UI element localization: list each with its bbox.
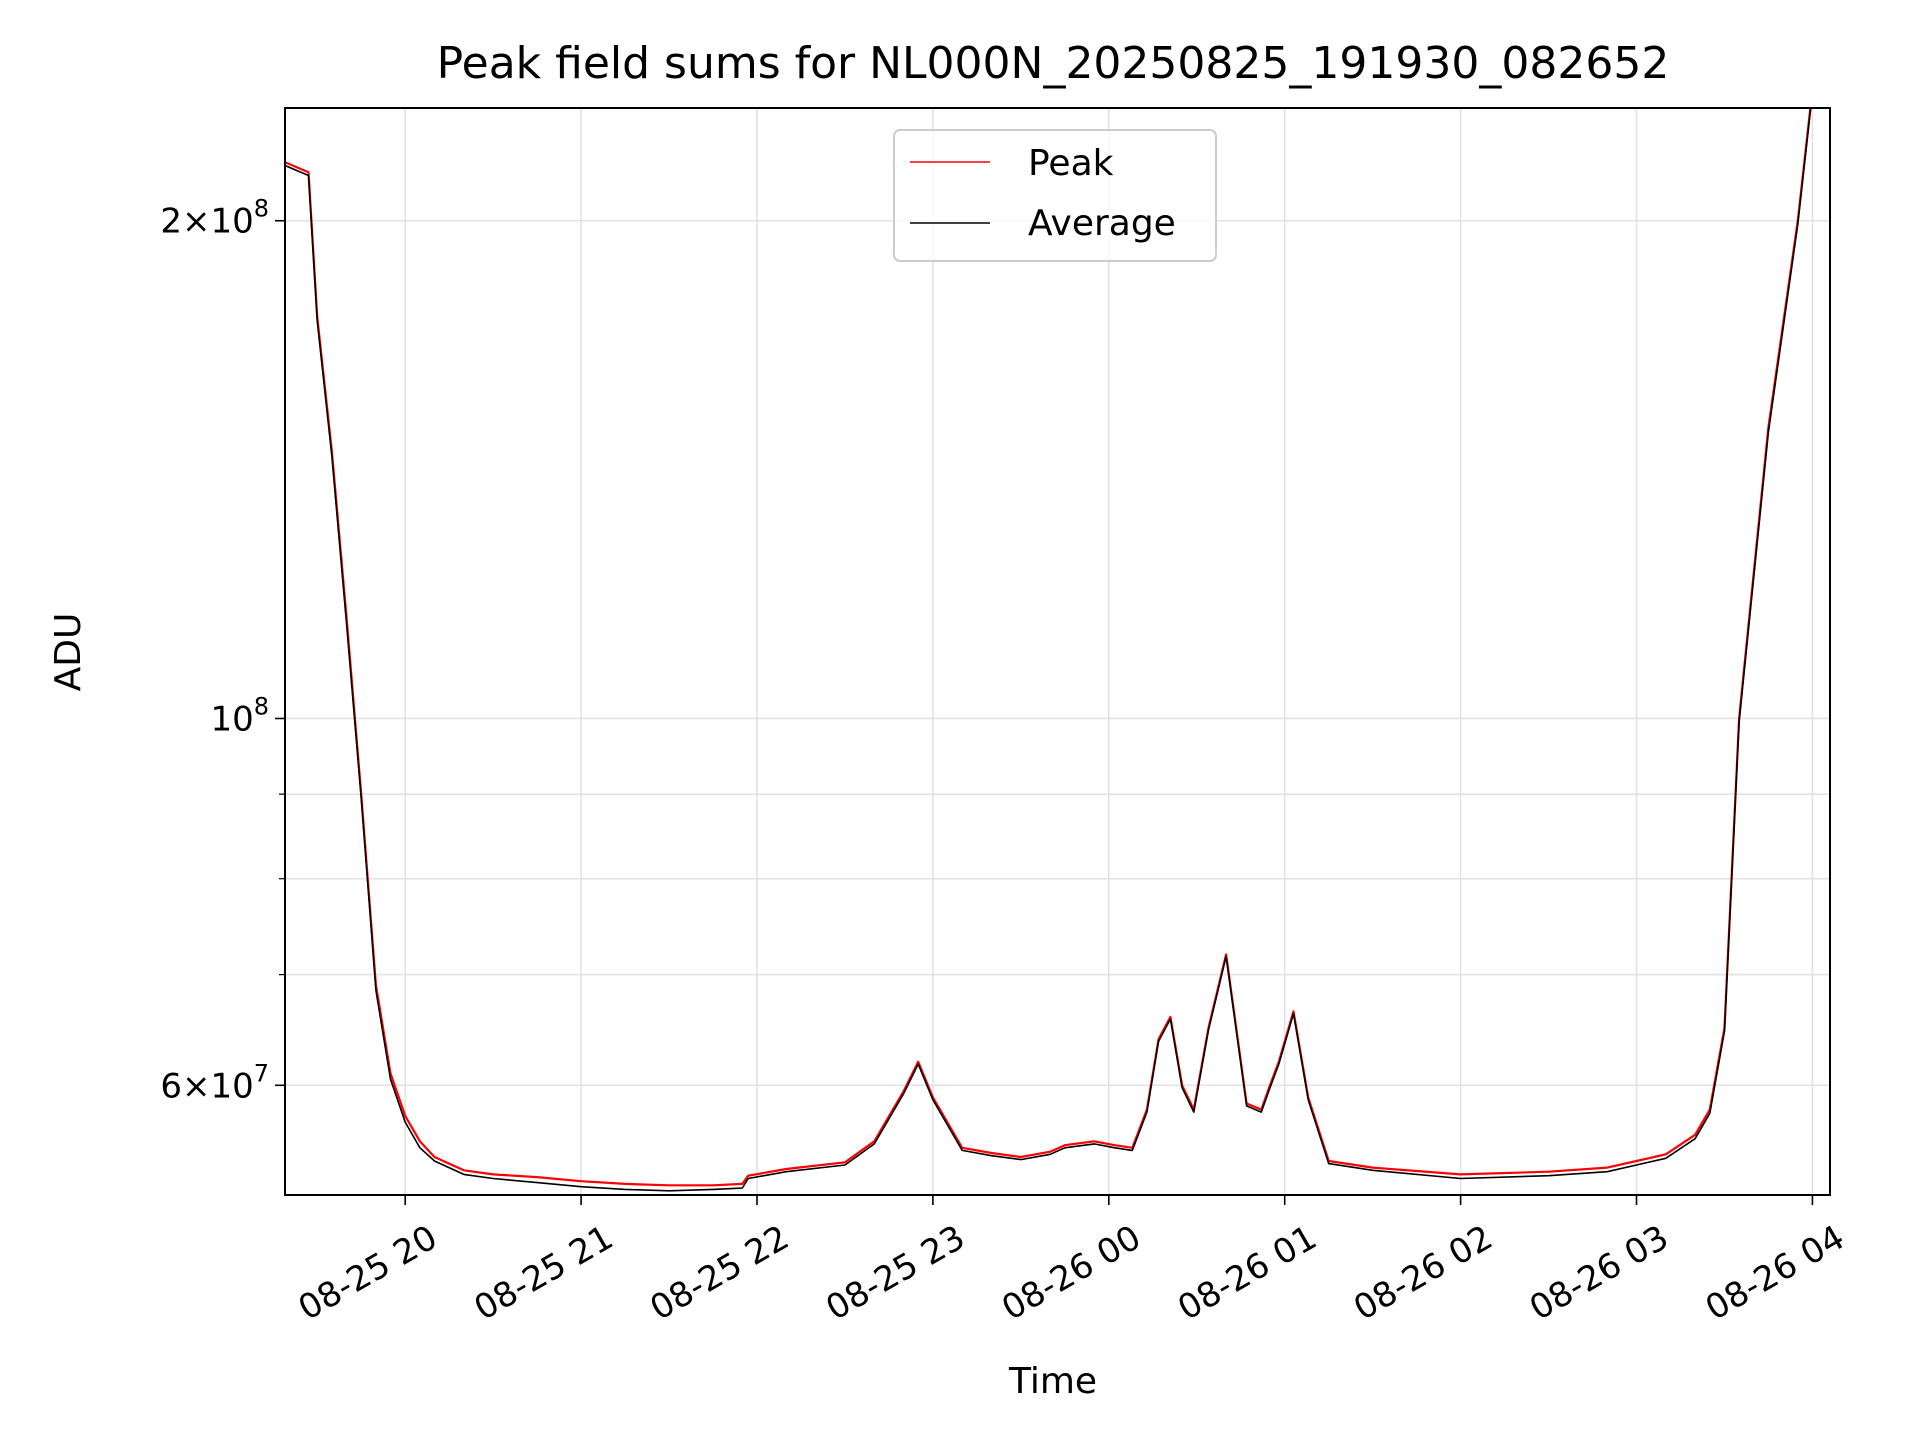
series-line-average bbox=[285, 108, 1812, 1192]
y-tick-label: 6×107 bbox=[160, 1059, 269, 1106]
y-axis: 2×108 108 6×107 bbox=[160, 195, 285, 1106]
legend: Peak Average bbox=[893, 129, 1217, 262]
y-tick-label: 108 bbox=[210, 692, 269, 739]
series-line-peak bbox=[285, 108, 1812, 1187]
y-axis-label: ADU bbox=[48, 613, 89, 692]
legend-label-average: Average bbox=[1028, 203, 1176, 244]
series-layer bbox=[285, 108, 1812, 1192]
x-axis-label: Time bbox=[1008, 1361, 1097, 1402]
chart-title: Peak field sums for NL000N_20250825_1919… bbox=[437, 38, 1670, 89]
y-tick-label: 2×108 bbox=[160, 195, 269, 242]
legend-label-peak: Peak bbox=[1028, 143, 1114, 184]
plot-frame bbox=[284, 107, 1831, 1196]
